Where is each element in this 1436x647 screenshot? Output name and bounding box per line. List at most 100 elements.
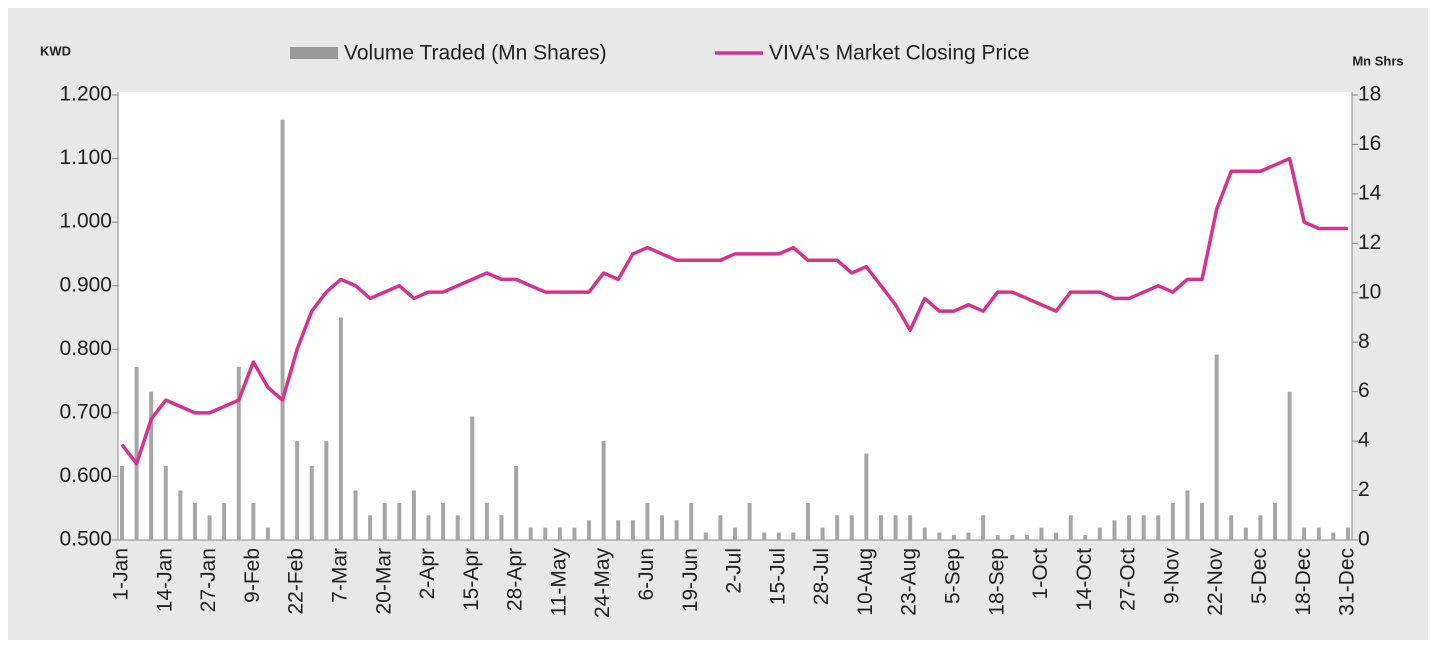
- volume-bar: [397, 502, 402, 540]
- volume-bar: [441, 502, 446, 540]
- volume-bar: [1141, 515, 1146, 540]
- y2-tick-label: 2: [1358, 478, 1370, 501]
- volume-bar: [1039, 527, 1044, 540]
- x-tick-label: 1-Jan: [110, 548, 133, 601]
- y2-tick-label: 10: [1358, 280, 1381, 303]
- volume-bar: [733, 527, 737, 540]
- volume-bar: [1287, 391, 1292, 540]
- volume-bar: [718, 515, 723, 540]
- volume-bar: [689, 502, 694, 540]
- y-tick-label: 0.800: [59, 337, 112, 360]
- volume-bar: [1316, 527, 1321, 540]
- volume-bar: [1200, 502, 1205, 540]
- y2-tick-label: 14: [1358, 181, 1382, 204]
- x-tick-label: 28-Jul: [810, 548, 833, 605]
- volume-bar: [484, 502, 489, 540]
- volume-bar: [411, 490, 416, 540]
- volume-bar: [543, 527, 548, 540]
- volume-bar: [382, 502, 387, 540]
- x-tick-label: 27-Oct: [1117, 548, 1140, 611]
- y-tick-label: 1.000: [59, 210, 112, 233]
- volume-bar: [207, 515, 212, 540]
- y2-tick-label: 4: [1358, 429, 1370, 452]
- y-tick-label: 1.100: [59, 146, 112, 169]
- volume-bar: [338, 317, 343, 540]
- volume-bar: [1010, 535, 1015, 540]
- volume-bar: [660, 515, 665, 540]
- x-tick-label: 31-Dec: [1336, 548, 1359, 616]
- volume-bar: [1273, 502, 1278, 540]
- volume-bar: [309, 465, 314, 540]
- volume-bar: [1083, 535, 1088, 540]
- x-tick-label: 19-Jun: [679, 548, 702, 612]
- volume-bar: [1127, 515, 1132, 540]
- volume-bar: [499, 515, 504, 540]
- volume-bar: [163, 465, 168, 540]
- volume-bar: [878, 515, 883, 540]
- volume-bar: [178, 490, 183, 540]
- x-tick-label: 15-Apr: [460, 548, 483, 611]
- volume-bar: [776, 532, 781, 540]
- volume-bar: [149, 391, 154, 540]
- volume-bar: [222, 502, 227, 540]
- volume-bar: [251, 502, 256, 540]
- volume-bar: [1112, 520, 1117, 540]
- x-tick-label: 22-Nov: [1204, 548, 1227, 616]
- volume-bar: [674, 520, 679, 540]
- x-tick-label: 5-Sep: [941, 548, 964, 604]
- volume-bar: [1331, 532, 1336, 540]
- volume-bar: [835, 515, 840, 540]
- volume-bar: [703, 532, 708, 540]
- volume-bar: [995, 535, 1000, 540]
- legend-swatch: [290, 47, 338, 59]
- volume-bar: [981, 515, 986, 540]
- volume-bar: [893, 515, 898, 540]
- x-tick-label: 6-Jun: [635, 548, 658, 601]
- y-tick-label: 0.600: [59, 464, 112, 487]
- x-tick-label: 18-Sep: [985, 548, 1008, 616]
- x-tick-label: 9-Nov: [1160, 548, 1183, 605]
- y2-tick-label: 8: [1358, 330, 1370, 353]
- volume-bar: [426, 515, 431, 540]
- volume-bar: [236, 366, 241, 540]
- y-tick-label: 0.700: [59, 400, 112, 423]
- price-line: [120, 156, 1348, 466]
- volume-bar: [353, 490, 358, 540]
- volume-bar: [1068, 515, 1073, 540]
- volume-bar: [645, 502, 650, 540]
- x-tick-label: 22-Feb: [285, 548, 308, 615]
- y2-tick-label: 16: [1358, 132, 1381, 155]
- x-tick-label: 2-Apr: [416, 548, 439, 599]
- x-tick-label: 10-Aug: [854, 548, 877, 616]
- volume-bar: [1214, 354, 1219, 540]
- volume-bar: [280, 119, 285, 540]
- x-tick-label: 14-Oct: [1073, 548, 1096, 611]
- volume-bar: [908, 515, 913, 540]
- volume-bar: [295, 441, 300, 540]
- y2-tick-label: 12: [1358, 231, 1381, 254]
- x-tick-label: 11-May: [547, 548, 570, 617]
- volume-bar: [1024, 535, 1029, 540]
- volume-bar: [922, 527, 927, 540]
- volume-bar: [630, 520, 635, 540]
- volume-bar: [864, 453, 869, 540]
- x-tick-label: 18-Dec: [1292, 548, 1315, 616]
- volume-bar: [368, 515, 373, 540]
- x-tick-label: 2-Jul: [723, 548, 746, 594]
- x-tick-label: 5-Dec: [1248, 548, 1271, 604]
- volume-bar: [1346, 527, 1350, 540]
- volume-bar: [820, 527, 825, 540]
- volume-bar: [791, 532, 796, 540]
- y2-tick-label: 6: [1358, 379, 1370, 402]
- y-axis-label: KWD: [40, 43, 71, 58]
- volume-bar: [265, 527, 270, 540]
- legend-label: VIVA's Market Closing Price: [769, 42, 1029, 65]
- x-tick-label: 14-Jan: [153, 548, 176, 612]
- volume-bar: [1258, 515, 1263, 540]
- volume-bar: [1243, 527, 1248, 540]
- volume-bar: [1054, 532, 1059, 540]
- plot-area: [118, 92, 1352, 540]
- x-tick-label: 7-Mar: [328, 548, 351, 603]
- volume-bar: [134, 366, 139, 540]
- volume-bar: [1097, 527, 1102, 540]
